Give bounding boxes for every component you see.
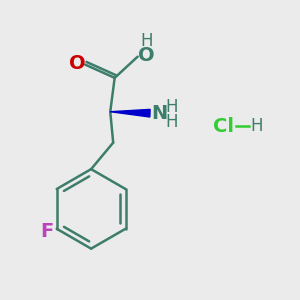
Text: H: H bbox=[250, 117, 263, 135]
Text: Cl: Cl bbox=[213, 117, 234, 136]
Text: H: H bbox=[165, 98, 178, 116]
Text: F: F bbox=[40, 222, 54, 241]
Text: N: N bbox=[151, 104, 167, 123]
Polygon shape bbox=[110, 110, 150, 117]
Text: H: H bbox=[165, 113, 178, 131]
Text: H: H bbox=[140, 32, 153, 50]
Text: O: O bbox=[69, 54, 85, 73]
Text: O: O bbox=[138, 46, 155, 65]
